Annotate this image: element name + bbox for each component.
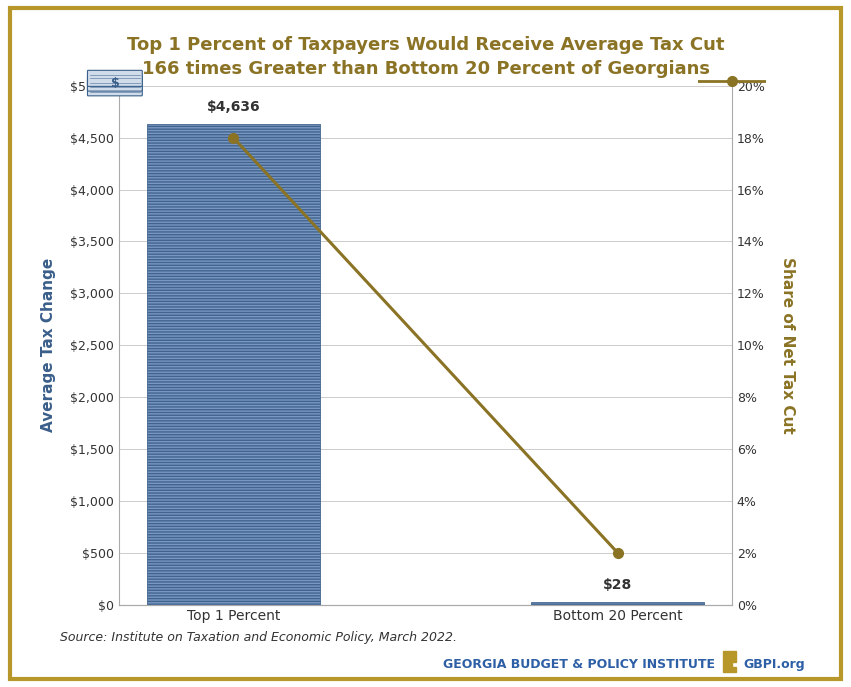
Text: $28: $28 bbox=[603, 578, 632, 592]
Text: Source: Institute on Taxation and Economic Policy, March 2022.: Source: Institute on Taxation and Econom… bbox=[60, 631, 457, 644]
Polygon shape bbox=[723, 651, 736, 672]
FancyBboxPatch shape bbox=[88, 70, 142, 87]
FancyBboxPatch shape bbox=[88, 75, 142, 91]
Text: GBPI.org: GBPI.org bbox=[744, 658, 805, 671]
Y-axis label: Average Tax Change: Average Tax Change bbox=[42, 258, 56, 432]
Text: GEORGIA BUDGET & POLICY INSTITUTE: GEORGIA BUDGET & POLICY INSTITUTE bbox=[443, 658, 715, 671]
Text: $: $ bbox=[111, 77, 119, 90]
Text: $4,636: $4,636 bbox=[207, 100, 260, 114]
Bar bbox=[147, 124, 320, 605]
Bar bbox=[531, 602, 704, 605]
FancyBboxPatch shape bbox=[88, 80, 142, 95]
Text: Top 1 Percent of Taxpayers Would Receive Average Tax Cut: Top 1 Percent of Taxpayers Would Receive… bbox=[127, 36, 724, 54]
Y-axis label: Share of Net Tax Cut: Share of Net Tax Cut bbox=[780, 257, 795, 433]
Text: 166 times Greater than Bottom 20 Percent of Georgians: 166 times Greater than Bottom 20 Percent… bbox=[141, 60, 710, 78]
